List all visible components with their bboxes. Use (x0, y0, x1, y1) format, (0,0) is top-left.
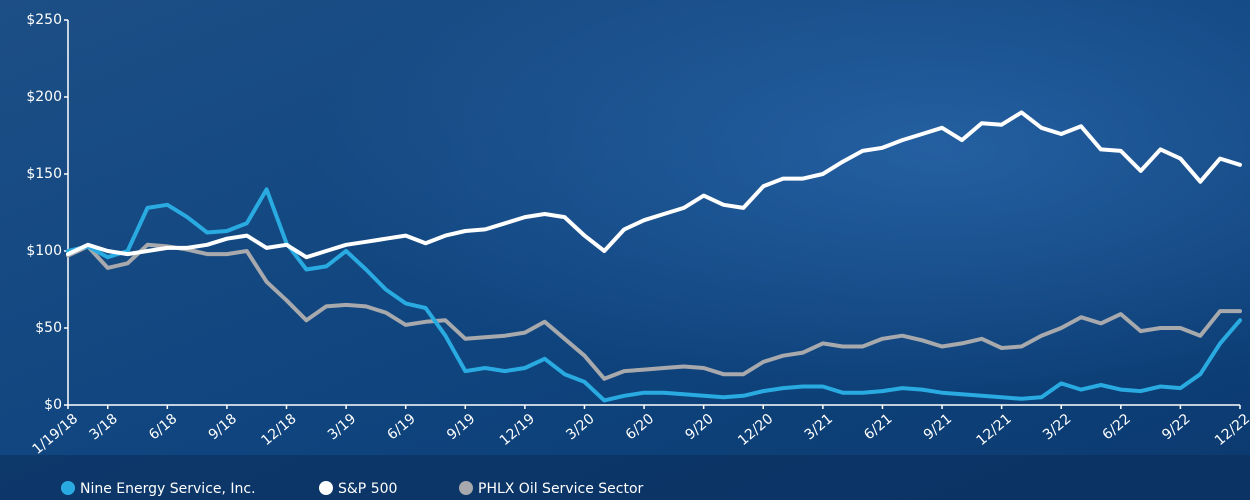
series-line (66, 187, 1242, 403)
legend-marker (459, 481, 473, 495)
y-tick-label: $50 (35, 320, 62, 336)
series-line (66, 242, 1242, 381)
y-tick-label: $100 (26, 243, 62, 259)
y-tick-label: $200 (26, 89, 62, 105)
y-tick-label: $0 (44, 397, 62, 413)
legend-marker (319, 481, 333, 495)
legend-label: S&P 500 (338, 481, 397, 497)
legend-marker (61, 481, 75, 495)
series-line (66, 110, 1242, 260)
legend-label: Nine Energy Service, Inc. (80, 481, 256, 497)
y-tick-label: $250 (26, 12, 62, 28)
legend-label: PHLX Oil Service Sector (478, 481, 644, 497)
legend-band (0, 455, 1250, 500)
y-tick-label: $150 (26, 166, 62, 182)
